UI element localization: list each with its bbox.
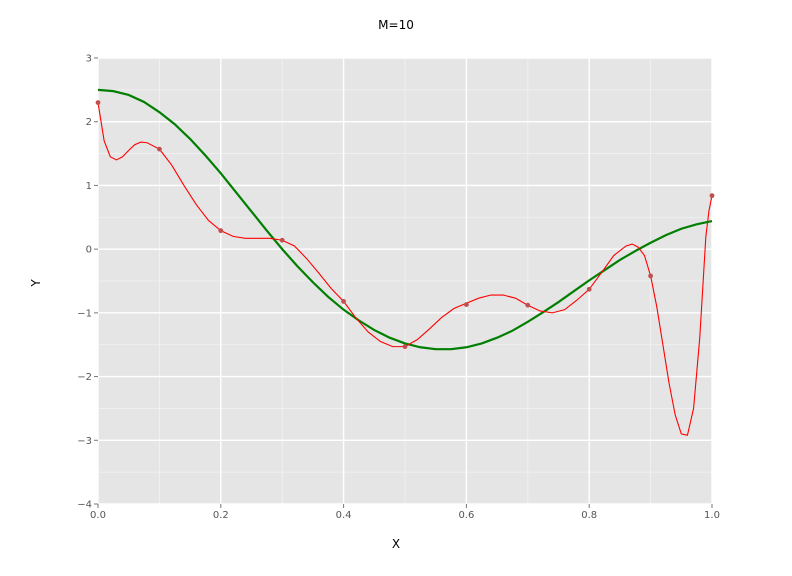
x-tick-label: 0.6 (458, 510, 474, 521)
grid-major (97, 57, 713, 505)
sample-point (586, 286, 592, 292)
y-tick-label: 3 (86, 54, 92, 65)
y-tick-label: 2 (86, 117, 92, 128)
sample-point (648, 273, 653, 279)
x-tick-label: 0.2 (213, 510, 229, 521)
series-layer (95, 88, 715, 436)
sample-point (95, 100, 101, 105)
sample-point (218, 228, 224, 234)
sample-point (525, 302, 531, 308)
x-tick-label: 0.8 (581, 510, 597, 521)
fit-curve-line (97, 102, 713, 436)
ticks-layer: 0.0 0.2 0.4 0.6 0.8 1.0 −4 −3 −2 −1 0 1 2 3 (77, 54, 720, 522)
y-tick-label: 0 (86, 245, 92, 256)
y-tick-label: −2 (77, 372, 92, 383)
y-tick-label: −4 (77, 500, 92, 511)
true-curve-line (97, 88, 713, 351)
sample-point (464, 302, 469, 307)
y-tick-label: −1 (77, 308, 92, 319)
x-tick-label: 0.4 (336, 510, 352, 521)
x-axis-label: X (392, 537, 400, 551)
y-tick-label: 1 (86, 181, 92, 192)
x-tick-label: 0.0 (90, 510, 106, 521)
sample-point (341, 298, 346, 304)
sample-point (279, 237, 285, 243)
sample-point (402, 344, 408, 350)
sample-point (709, 193, 715, 199)
sample-point (157, 146, 162, 152)
chart-title: M=10 (378, 18, 414, 32)
y-tick-label: −3 (77, 436, 92, 447)
y-axis-label: Y (29, 279, 43, 288)
grid-minor (98, 58, 712, 504)
x-tick-label: 1.0 (704, 510, 720, 521)
